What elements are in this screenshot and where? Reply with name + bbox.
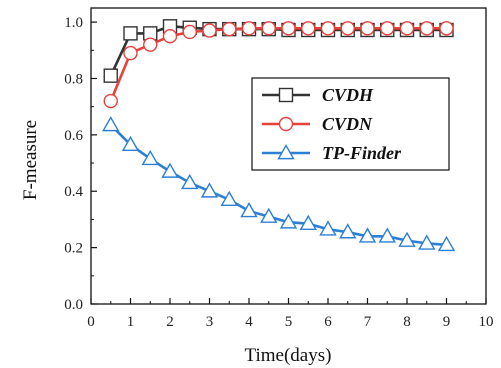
data-point-tp-finder xyxy=(398,231,416,247)
legend-label-tp-finder: TP-Finder xyxy=(322,143,402,163)
data-point-tp-finder xyxy=(279,213,298,229)
x-axis-title: Time(days) xyxy=(245,345,332,366)
x-tick-label: 9 xyxy=(443,314,451,330)
y-tick-label: 0.6 xyxy=(64,128,83,144)
data-point-tp-finder xyxy=(181,173,199,190)
data-point-tp-finder xyxy=(161,162,179,178)
x-tick-label: 8 xyxy=(403,314,411,330)
data-point-cvdn xyxy=(182,24,197,40)
data-point-cvdn xyxy=(202,23,217,38)
series-tp-finder xyxy=(102,116,456,252)
y-tick-label: 0.8 xyxy=(64,71,83,87)
data-point-tp-finder xyxy=(358,227,377,243)
data-point-cvdn xyxy=(439,21,454,36)
legend-marker-cvdn xyxy=(278,116,294,132)
legend-label-cvdn: CVDN xyxy=(322,114,373,134)
data-point-tp-finder xyxy=(339,223,357,239)
data-point-tp-finder xyxy=(141,149,159,166)
data-point-cvdh xyxy=(123,26,138,41)
data-point-cvdn xyxy=(360,21,375,36)
y-tick-label: 0.2 xyxy=(64,241,83,257)
data-point-cvdn xyxy=(261,21,276,36)
data-point-tp-finder xyxy=(121,135,140,152)
data-point-cvdh xyxy=(103,68,118,83)
data-point-cvdn xyxy=(340,21,355,36)
data-point-tp-finder xyxy=(437,235,456,252)
data-point-cvdn xyxy=(222,21,237,37)
data-point-tp-finder xyxy=(220,190,238,207)
legend-marker-tp-finder xyxy=(277,144,295,160)
x-tick-label: 10 xyxy=(479,314,494,330)
y-tick-label: 1.0 xyxy=(64,15,83,31)
data-point-tp-finder xyxy=(418,234,436,250)
data-point-cvdn xyxy=(143,37,158,52)
data-point-cvdn xyxy=(419,21,434,36)
x-tick-label: 0 xyxy=(87,314,95,330)
x-tick-label: 1 xyxy=(127,314,135,330)
y-axis-title: F-measure xyxy=(20,120,41,200)
legend-marker-cvdh xyxy=(278,87,294,103)
x-tick-label: 4 xyxy=(245,314,253,330)
x-tick-label: 5 xyxy=(285,314,293,330)
data-point-tp-finder xyxy=(260,207,278,223)
data-point-cvdn xyxy=(281,21,296,36)
series-line-cvdh xyxy=(109,24,447,77)
data-point-cvdn xyxy=(399,21,415,36)
data-point-tp-finder xyxy=(378,227,396,243)
data-point-tp-finder xyxy=(319,220,337,236)
data-point-cvdn xyxy=(103,93,118,109)
x-tick-label: 6 xyxy=(324,314,332,330)
data-point-cvdn xyxy=(162,28,178,44)
data-point-cvdn xyxy=(241,21,257,36)
series-layer xyxy=(102,19,456,252)
data-point-tp-finder xyxy=(299,214,317,230)
data-point-cvdn xyxy=(320,21,336,36)
axes: 0 1 2 3 4 5 6 7 8 9 10 0.0 0.2 0.4 0.6 0.8 1.0 xyxy=(64,7,494,330)
series-cvdn xyxy=(103,21,454,109)
legend-label-cvdh: CVDH xyxy=(322,85,374,105)
x-tick-label: 7 xyxy=(364,314,372,330)
data-point-tp-finder xyxy=(102,116,120,132)
data-point-tp-finder xyxy=(200,182,219,198)
data-point-cvdn xyxy=(123,45,138,61)
data-point-cvdn xyxy=(380,21,395,36)
x-tick-label: 3 xyxy=(206,314,214,330)
data-point-cvdn xyxy=(301,21,316,36)
legend: CVDH CVDN TP-Finder xyxy=(251,77,450,171)
data-point-tp-finder xyxy=(240,202,258,218)
y-tick-label: 0.4 xyxy=(64,184,83,200)
y-tick-label: 0.0 xyxy=(64,297,83,313)
x-tick-label: 2 xyxy=(166,314,174,330)
